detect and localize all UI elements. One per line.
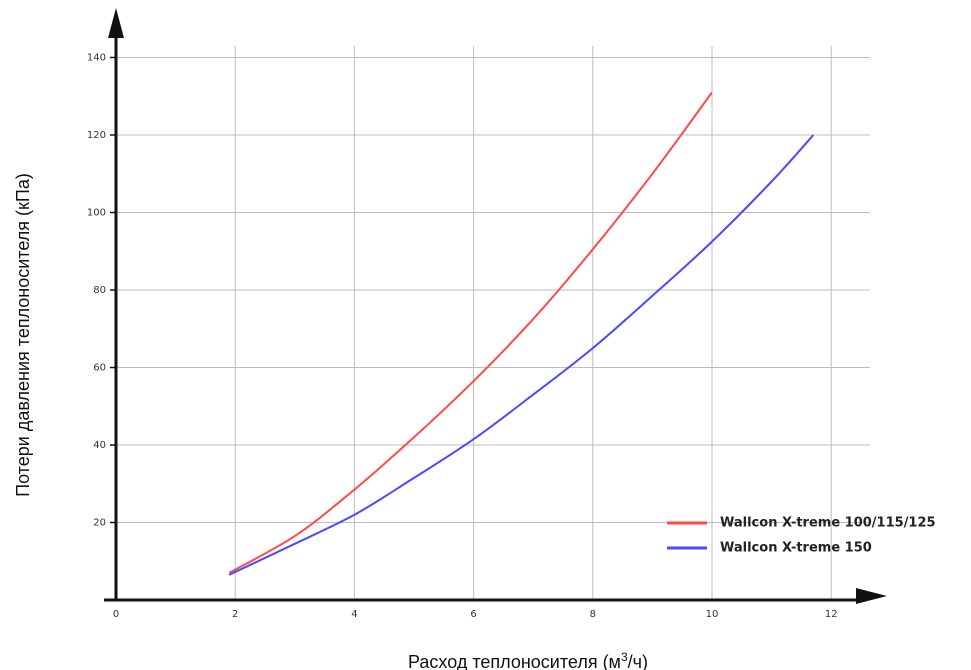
- series-line-2: [228, 134, 815, 576]
- y-tick-label: 140: [87, 53, 106, 64]
- x-axis-arrow-icon: [856, 588, 887, 604]
- axes: [104, 8, 887, 604]
- x-tick-label: 2: [232, 609, 238, 620]
- legend-label-2: Wallcon X-treme 150: [720, 541, 872, 556]
- tick-labels: 0 2 4 6 8 10 12 20 40 60 80 100 120 140: [87, 53, 838, 621]
- legend-label-1: Wallcon X-treme 100/115/125: [720, 516, 936, 531]
- x-tick-label: 8: [590, 609, 596, 620]
- y-tick-label: 80: [93, 285, 106, 296]
- y-tick-label: 40: [93, 440, 106, 451]
- y-tick-label: 20: [93, 518, 106, 529]
- legend: Wallcon X-treme 100/115/125 Wallcon X-tre…: [667, 516, 936, 556]
- x-axis-title-main: Расход теплоносителя (м: [408, 652, 621, 670]
- x-axis-title-end: /ч): [628, 652, 648, 670]
- x-axis-title: Расход теплоносителя (м3/ч): [408, 650, 648, 670]
- x-tick-label: 6: [470, 609, 476, 620]
- y-tick-label: 100: [87, 208, 106, 219]
- data-series: [228, 91, 815, 576]
- x-tick-label: 10: [706, 609, 719, 620]
- grid: [110, 46, 870, 600]
- y-axis-arrow-icon: [108, 8, 124, 38]
- y-axis-title: Потери давления теплоносителя (кПа): [13, 173, 33, 497]
- x-tick-label: 0: [113, 609, 119, 620]
- x-tick-label: 4: [351, 609, 357, 620]
- y-tick-label: 120: [87, 130, 106, 141]
- x-tick-label: 12: [825, 609, 838, 620]
- x-axis-title-superscript: 3: [621, 650, 628, 664]
- series-line-1: [228, 91, 713, 574]
- y-tick-label: 60: [93, 363, 106, 374]
